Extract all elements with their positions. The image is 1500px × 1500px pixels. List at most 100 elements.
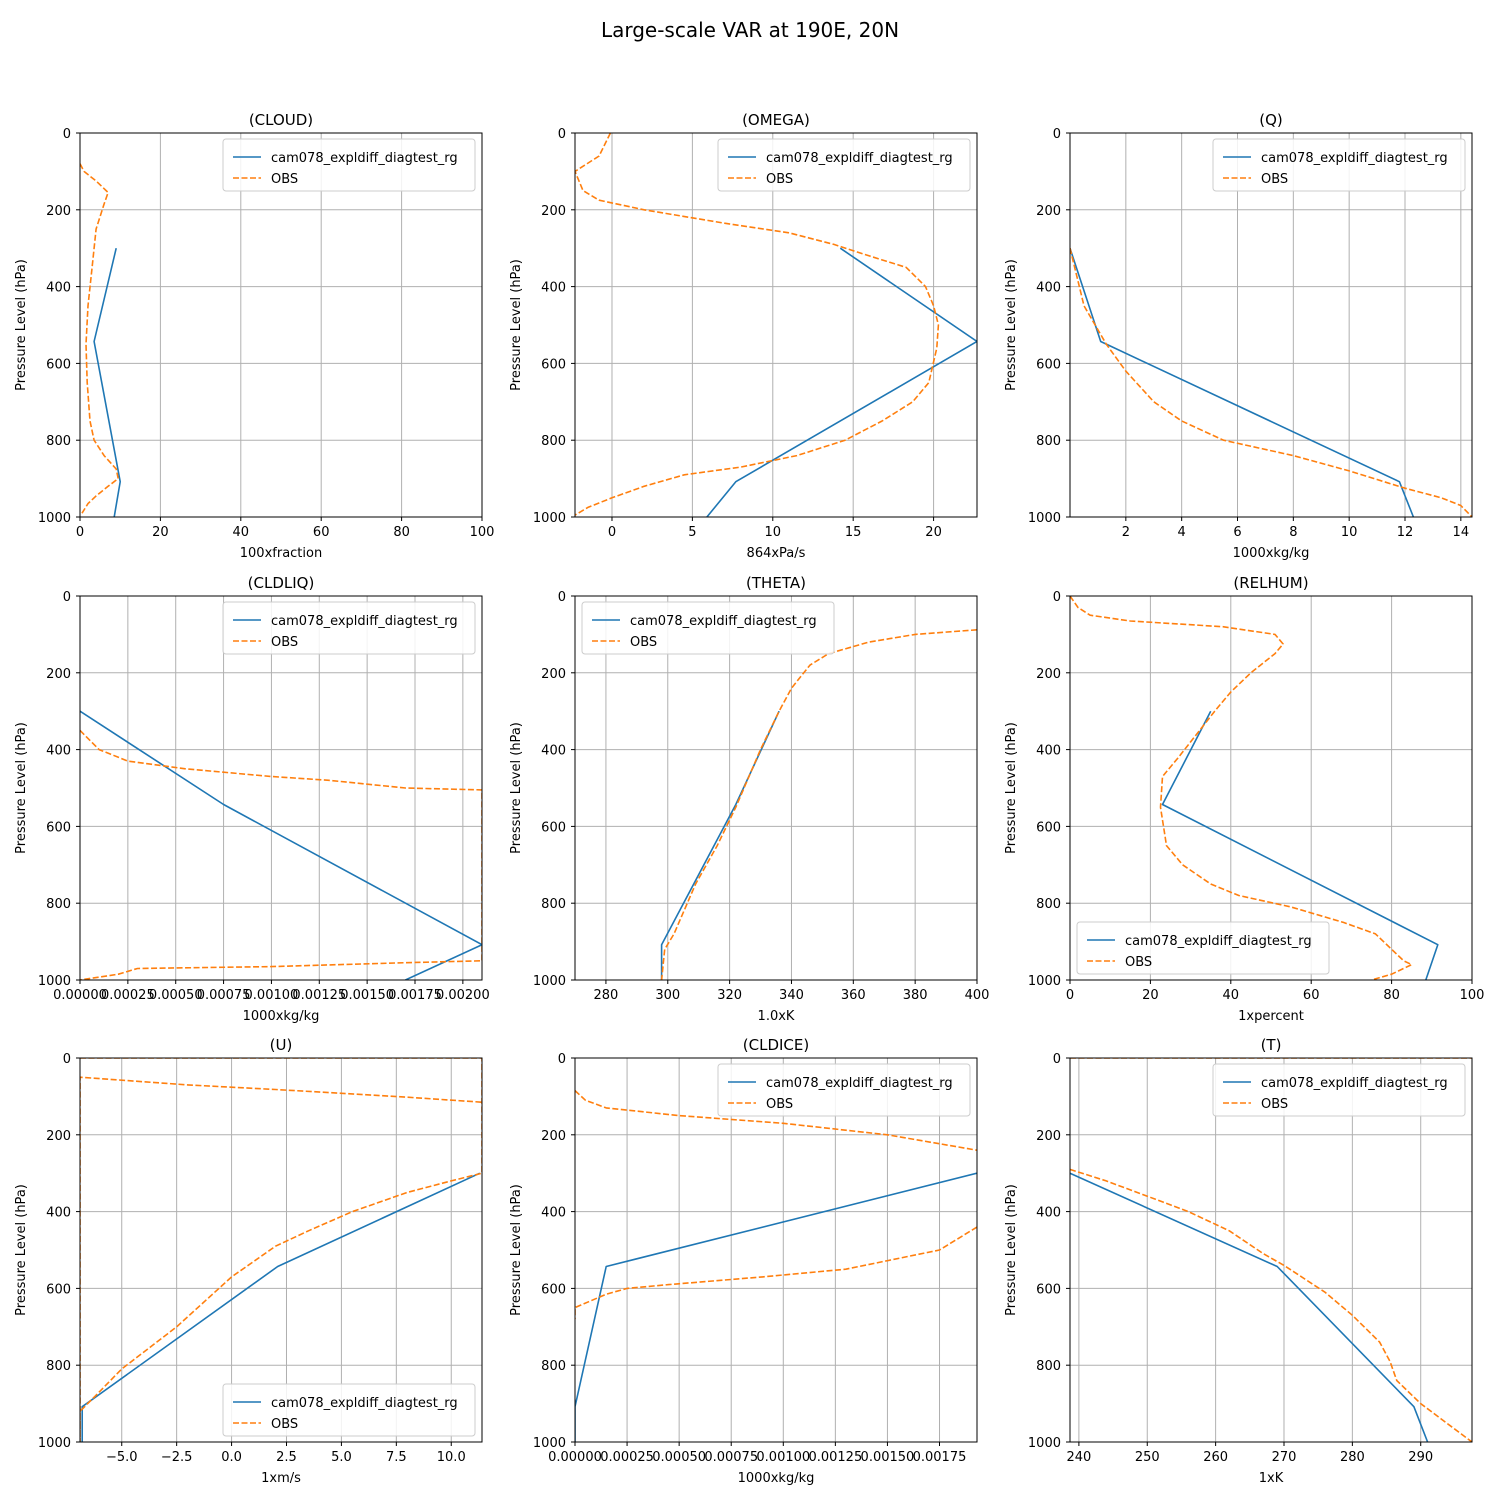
- x-tick-label: 10: [765, 525, 782, 540]
- chart-panel-8: 0.000000.000250.000500.000750.001000.001…: [509, 1036, 978, 1486]
- legend-box: [717, 1063, 971, 1117]
- y-tick-label: 800: [541, 434, 566, 449]
- y-axis-label: Pressure Level (hPa): [1004, 259, 1019, 391]
- x-tick-label: −2.5: [161, 1450, 193, 1465]
- x-tick-label: 0: [608, 525, 616, 540]
- chart-panel-6: 0 20 40 60 80 10002004006008001000(RELHUM)1xp…: [1004, 574, 1484, 1024]
- y-tick-label: 0: [558, 127, 566, 142]
- legend: cam078_expldiff_diagtest_rg OBS: [581, 601, 835, 655]
- y-tick-label: 600: [46, 820, 71, 835]
- series-group: [660, 629, 977, 980]
- y-tick-label: 0: [558, 1052, 566, 1067]
- x-tick-label: 340: [779, 988, 804, 1003]
- y-tick-label: 400: [46, 744, 71, 759]
- x-axis-label: 864xPa/s: [747, 546, 806, 561]
- x-tick-label: 0: [1066, 988, 1074, 1003]
- legend-box: [222, 601, 476, 655]
- y-tick-label: 600: [541, 1282, 566, 1297]
- x-axis-label: 1xm/s: [261, 1471, 301, 1486]
- y-tick-label: 400: [541, 281, 566, 296]
- x-tick-label: 100: [470, 525, 495, 540]
- obs-series-line: [80, 1058, 482, 1442]
- y-tick-label: 1000: [38, 511, 71, 526]
- x-tick-label: 0.00100: [756, 1450, 810, 1465]
- y-tick-label: 800: [46, 897, 71, 912]
- axes-frame: [574, 595, 978, 981]
- obs-series-line: [1070, 596, 1413, 980]
- x-tick-label: 40: [1223, 988, 1240, 1003]
- x-tick-label: 0.00125: [292, 988, 346, 1003]
- x-axis-label: 1000xkg/kg: [738, 1471, 815, 1486]
- legend-box: [1212, 138, 1466, 192]
- y-tick-label: 800: [541, 1359, 566, 1374]
- x-tick-label: 5: [688, 525, 696, 540]
- x-tick-label: 0.00075: [197, 988, 251, 1003]
- y-tick-label: 200: [541, 204, 566, 219]
- obs-series-line: [575, 1090, 977, 1151]
- x-tick-label: 280: [594, 988, 619, 1003]
- y-tick-label: 400: [541, 744, 566, 759]
- chart-panel-9: 240 250 260 270 280 290 0 200 400 600 800 1000 (T) 1x…: [1004, 1036, 1473, 1486]
- y-tick-label: 200: [1036, 667, 1061, 682]
- x-tick-label: 5.0: [331, 1450, 352, 1465]
- y-tick-label: 200: [541, 1129, 566, 1144]
- legend-label: cam078_expldiff_diagtest_rg: [630, 614, 817, 629]
- obs-series-line: [80, 163, 119, 514]
- legend-label: OBS: [271, 172, 298, 187]
- model-series-line: [575, 1172, 977, 1442]
- x-tick-label: 10: [1341, 525, 1358, 540]
- legend-label: OBS: [271, 635, 298, 650]
- x-tick-label: 0.00100: [245, 988, 299, 1003]
- legend-label: cam078_expldiff_diagtest_rg: [1125, 934, 1312, 949]
- y-axis-label: Pressure Level (hPa): [1004, 1184, 1019, 1316]
- legend-label: cam078_expldiff_diagtest_rg: [271, 614, 458, 629]
- x-tick-label: 0.00200: [436, 988, 490, 1003]
- y-axis-label: Pressure Level (hPa): [1004, 722, 1019, 854]
- x-axis-label: 1.0xK: [758, 1009, 795, 1024]
- legend-label: cam078_expldiff_diagtest_rg: [271, 151, 458, 166]
- axes-frame: [1069, 595, 1473, 981]
- legend-label: cam078_expldiff_diagtest_rg: [1261, 1076, 1448, 1091]
- legend: cam078_expldiff_diagtest_rg OBS: [1212, 138, 1466, 192]
- chart-panel-3: 2 4 6 8 10 12 14 0 200 400 600 800 1000 (Q) 1000xkg/kg…: [1004, 111, 1473, 561]
- x-tick-label: −5.0: [106, 1450, 138, 1465]
- y-tick-label: 600: [541, 820, 566, 835]
- y-tick-label: 0: [63, 1052, 71, 1067]
- x-tick-label: 0.0: [221, 1450, 242, 1465]
- x-tick-label: 0.00150: [861, 1450, 915, 1465]
- y-tick-label: 200: [46, 667, 71, 682]
- x-axis-label: 1000xkg/kg: [1233, 546, 1310, 561]
- x-axis-label: 100xfraction: [240, 546, 322, 561]
- chart-panel-4: 0.000000.000250.000500.000750.001000.001…: [14, 574, 490, 1024]
- x-tick-label: 300: [655, 988, 680, 1003]
- chart-panel-7: −5.0 −2.5 0.0 2.5 5.0 7.5 10.0 0 200 400 600 800 100…: [14, 1036, 483, 1486]
- series-group: [80, 163, 121, 517]
- y-tick-label: 600: [1036, 357, 1061, 372]
- chart-panels: 0 20 40 60 80 10002004006008001000(CLOUD)100x…: [14, 111, 1484, 1486]
- obs-series-line: [660, 629, 977, 980]
- x-tick-label: 0.00075: [704, 1450, 758, 1465]
- y-tick-label: 600: [46, 357, 71, 372]
- legend-box: [1212, 1063, 1466, 1117]
- panel-title: (THETA): [746, 574, 806, 592]
- y-axis-label: Pressure Level (hPa): [14, 259, 29, 391]
- legend-label: OBS: [766, 1097, 793, 1112]
- x-tick-label: 15: [845, 525, 862, 540]
- x-tick-label: 6: [1233, 525, 1241, 540]
- y-tick-label: 0: [63, 590, 71, 605]
- y-tick-label: 800: [46, 434, 71, 449]
- x-tick-label: 7.5: [386, 1450, 407, 1465]
- x-tick-label: 320: [717, 988, 742, 1003]
- model-series-line: [80, 710, 482, 980]
- y-tick-label: 400: [541, 1206, 566, 1221]
- panel-title: (U): [270, 1036, 293, 1054]
- panel-title: (OMEGA): [742, 111, 810, 129]
- model-series-line: [81, 1172, 481, 1442]
- y-axis-label: Pressure Level (hPa): [509, 259, 524, 391]
- legend: cam078_expldiff_diagtest_rg OBS: [222, 138, 476, 192]
- y-tick-label: 600: [541, 357, 566, 372]
- y-tick-label: 400: [1036, 744, 1061, 759]
- legend-label: cam078_expldiff_diagtest_rg: [1261, 151, 1448, 166]
- legend: cam078_expldiff_diagtest_rg OBS: [222, 601, 476, 655]
- obs-series-line: [1070, 1168, 1472, 1442]
